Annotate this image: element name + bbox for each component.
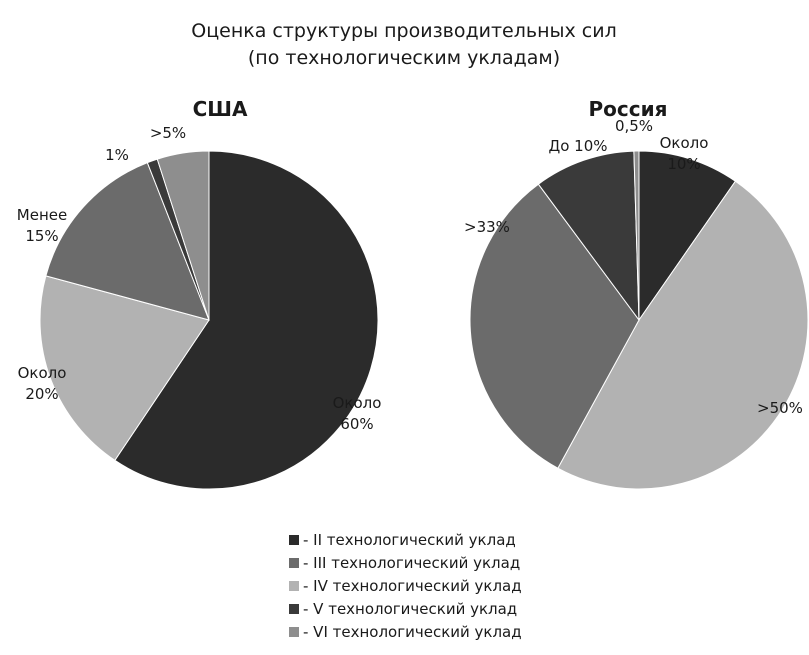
pie-usa: США Около 60% Около 20% Менее 15% 1% >5%	[17, 97, 382, 490]
pie-usa-data-label-5: >5%	[150, 124, 186, 142]
legend-item-iv: - IV технологический уклад	[289, 574, 609, 597]
pie-russia-slice-4	[537, 150, 640, 322]
pie-usa-data-label-2: Около 20%	[18, 364, 67, 403]
legend-item-ii: - II технологический уклад	[289, 528, 609, 551]
legend-swatch-iii	[289, 557, 299, 568]
legend-label-v: - V технологический уклад	[303, 599, 518, 618]
legend-item-vi: - VI технологический уклад	[289, 620, 609, 643]
pie-russia-data-label-4-line-1: До 10%	[548, 137, 607, 155]
legend-label-ii: - II технологический уклад	[303, 530, 516, 549]
pie-usa-data-label-4: 1%	[105, 146, 129, 164]
legend-label-iv: - IV технологический уклад	[303, 576, 522, 595]
pie-usa-labels: Около 60% Около 20% Менее 15% 1% >5%	[17, 124, 382, 433]
legend-swatch-v	[289, 603, 299, 614]
pie-russia-title: Россия	[589, 97, 668, 121]
pie-russia-data-label-5-line-1: 0,5%	[615, 117, 653, 135]
legend-swatch-iv	[289, 580, 299, 591]
pie-usa-data-label-2-line-1: Около	[18, 364, 67, 382]
pie-usa-slice-2	[45, 161, 210, 321]
pie-russia-data-label-4: До 10%	[548, 137, 607, 155]
pie-russia-data-label-5: 0,5%	[615, 117, 653, 135]
pie-usa-data-label-3: Менее 15%	[17, 206, 67, 245]
pie-russia-slice-3	[557, 180, 809, 490]
pie-usa-data-label-2-line-2: 20%	[25, 385, 58, 403]
pie-russia-data-label-1-line-1: Около	[660, 134, 709, 152]
pie-russia-data-label-1-line-2: 10%	[667, 155, 700, 173]
pie-russia-slice-2	[469, 183, 640, 469]
legend-label-iii: - III технологический уклад	[303, 553, 521, 572]
legend-swatch-ii	[289, 534, 299, 545]
pie-usa-title: США	[193, 97, 248, 121]
pie-usa-slice-5	[156, 150, 210, 321]
pie-usa-data-label-1-line-1: Около	[333, 394, 382, 412]
chart-title-line-2: (по технологическим укладам)	[248, 47, 560, 69]
pie-usa-data-label-3-line-1: Менее	[17, 206, 67, 224]
pie-russia-data-label-2-line-1: >50%	[757, 399, 803, 417]
pie-russia-slice-1	[638, 150, 737, 322]
pie-russia-data-label-2: >50%	[757, 399, 803, 417]
chart-title-line-1: Оценка структуры производительных сил	[191, 20, 616, 42]
pie-usa-data-label-1-line-2: 60%	[340, 415, 373, 433]
pie-russia-slice-5	[633, 150, 640, 321]
pie-usa-slice-3	[39, 275, 210, 462]
pie-usa-data-label-5-line-1: >5%	[150, 124, 186, 142]
legend-swatch-vi	[289, 626, 299, 637]
pie-russia-labels: Около 10% >50% >33% До 10% 0,5%	[464, 117, 803, 417]
pie-russia: Россия Около 10% >50% >33% До 10% 0,5%	[464, 97, 809, 490]
pie-russia-data-label-3-line-1: >33%	[464, 218, 510, 236]
chart-legend: - II технологический уклад - III техноло…	[289, 528, 609, 643]
pie-usa-data-label-1: Около 60%	[333, 394, 382, 433]
pie-russia-data-label-3: >33%	[464, 218, 510, 236]
pie-usa-data-label-4-line-1: 1%	[105, 146, 129, 164]
pie-russia-data-label-1: Около 10%	[660, 134, 709, 173]
pie-usa-slice-1	[114, 150, 379, 490]
pie-russia-slices	[469, 150, 809, 490]
legend-item-v: - V технологический уклад	[289, 597, 609, 620]
legend-label-vi: - VI технологический уклад	[303, 622, 522, 641]
pie-usa-slices	[39, 150, 379, 490]
pie-usa-data-label-3-line-2: 15%	[25, 227, 58, 245]
legend-item-iii: - III технологический уклад	[289, 551, 609, 574]
